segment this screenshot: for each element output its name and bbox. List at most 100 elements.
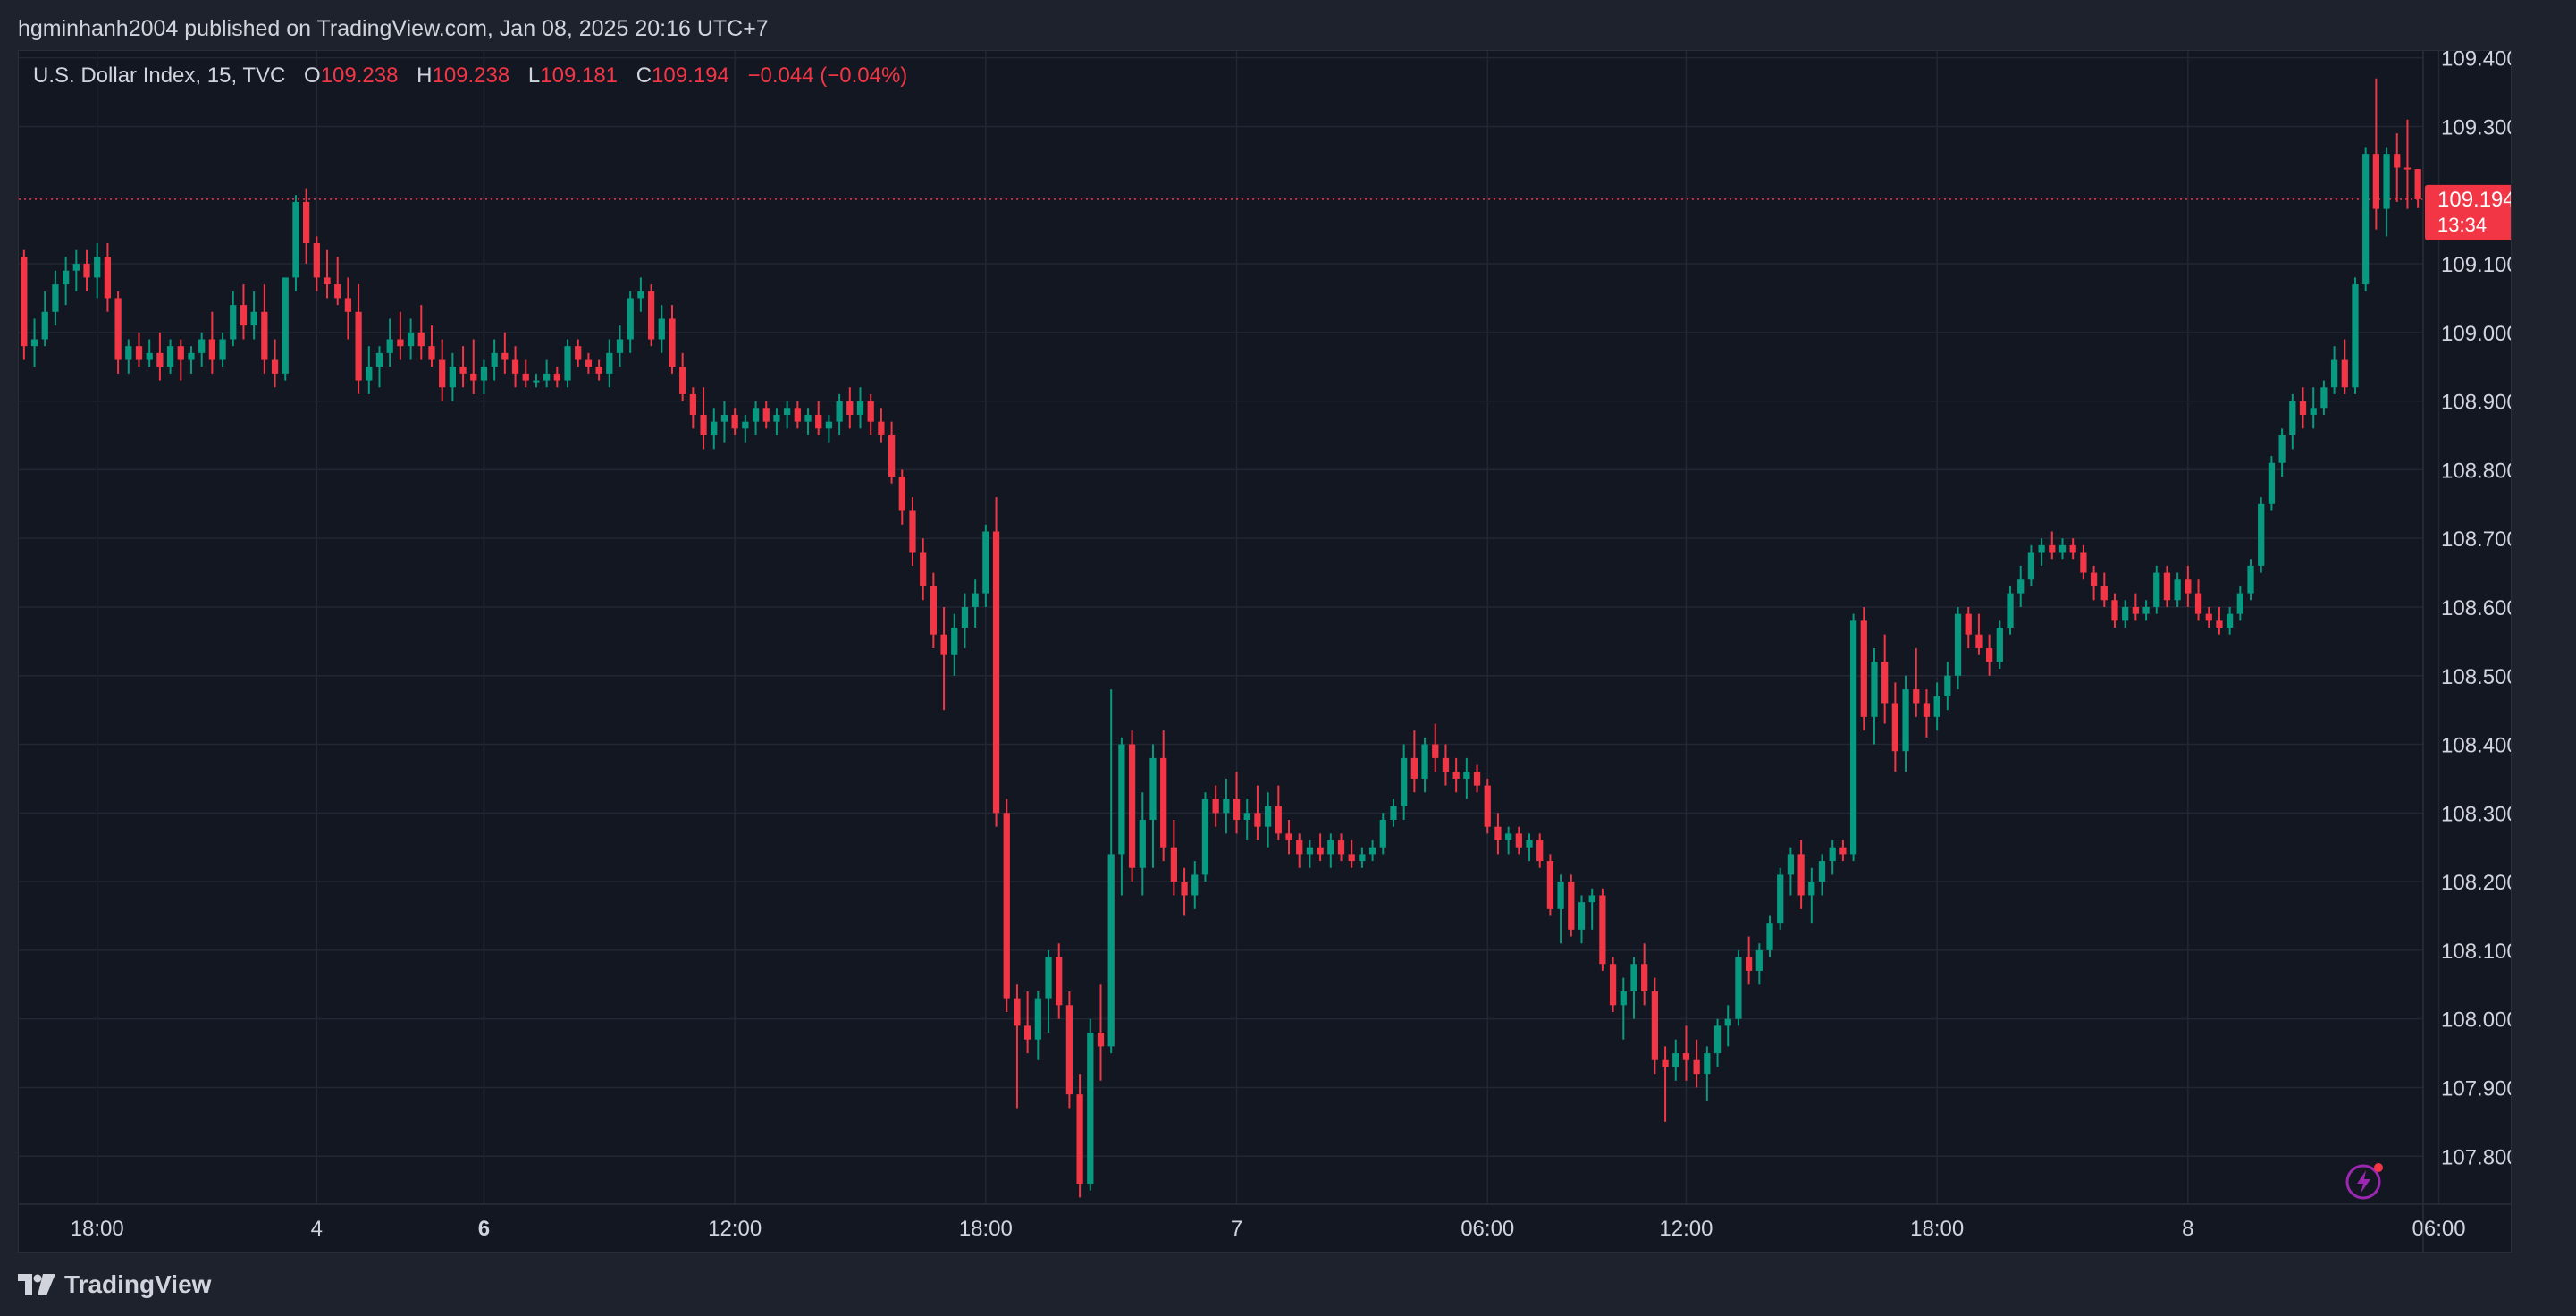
candle-body bbox=[1379, 820, 1386, 848]
candle-body bbox=[1526, 840, 1533, 848]
x-tick-label: 7 bbox=[1231, 1217, 1242, 1241]
candle-body bbox=[135, 346, 143, 360]
candle-body bbox=[1275, 806, 1282, 834]
lightning-icon[interactable] bbox=[2344, 1159, 2387, 1202]
candle-body bbox=[1787, 854, 1795, 875]
candle-body bbox=[2258, 503, 2265, 566]
candle-body bbox=[564, 346, 571, 381]
candle-body bbox=[1891, 703, 1898, 752]
x-tick-label: 6 bbox=[478, 1217, 490, 1241]
candle-body bbox=[1170, 847, 1177, 882]
chart-area[interactable]: 109.400 109.300 109.100 109.000 108.900 108.8… bbox=[18, 50, 2512, 1253]
candle-body bbox=[1107, 854, 1115, 1047]
candle-body bbox=[1442, 757, 1450, 772]
y-tick-label: 108.400 bbox=[2441, 734, 2511, 758]
candle-body bbox=[1933, 696, 1940, 717]
candle-body bbox=[773, 414, 780, 422]
candle-body bbox=[836, 401, 843, 422]
candle-body bbox=[1390, 806, 1397, 820]
candle-body bbox=[417, 332, 425, 347]
candle-body bbox=[449, 367, 456, 388]
y-tick-label: 108.500 bbox=[2441, 665, 2511, 689]
candlestick-chart[interactable]: 109.400 109.300 109.100 109.000 108.900 108.8… bbox=[19, 51, 2511, 1252]
candle-body bbox=[1452, 772, 1460, 779]
candle-body bbox=[1024, 1025, 1031, 1040]
candle-body bbox=[114, 298, 122, 360]
candle-body bbox=[2122, 606, 2129, 621]
candle-body bbox=[1902, 689, 1909, 752]
x-tick-label: 12:00 bbox=[708, 1217, 762, 1241]
candle-body bbox=[1630, 964, 1637, 991]
candle-body bbox=[920, 552, 927, 586]
candle-body bbox=[2007, 593, 2014, 628]
candle-body bbox=[533, 380, 540, 383]
candle-body bbox=[794, 408, 801, 422]
candle-body bbox=[1003, 813, 1010, 999]
candle-body bbox=[355, 311, 362, 381]
candle-body bbox=[1191, 874, 1199, 896]
candle-body bbox=[1056, 957, 1063, 1006]
candle-body bbox=[94, 257, 101, 278]
candle-body bbox=[1097, 1033, 1105, 1047]
y-tick-label: 108.700 bbox=[2441, 527, 2511, 552]
candle-body bbox=[762, 408, 770, 422]
candle-body bbox=[439, 359, 446, 388]
candle-body bbox=[2236, 593, 2243, 614]
candle-body bbox=[627, 298, 634, 340]
candle-body bbox=[2017, 579, 2025, 594]
candle-body bbox=[146, 352, 153, 360]
candle-body bbox=[2414, 169, 2421, 199]
candle-body bbox=[1849, 620, 1857, 855]
candle-body bbox=[1620, 991, 1627, 1006]
candle-body bbox=[1327, 840, 1334, 855]
candle-body bbox=[1735, 957, 1742, 1019]
candle-body bbox=[1181, 882, 1188, 896]
candle-body bbox=[1954, 613, 1962, 676]
candle-body bbox=[2278, 435, 2286, 463]
candle-body bbox=[250, 311, 257, 326]
open-value: 109.238 bbox=[320, 63, 399, 88]
candle-body bbox=[825, 421, 833, 429]
candle-body bbox=[2330, 359, 2338, 388]
candle-body bbox=[1536, 840, 1544, 862]
candle-body bbox=[669, 318, 676, 367]
candle-body bbox=[1065, 1005, 1073, 1095]
candle-body bbox=[1599, 895, 1606, 965]
candle-body bbox=[1682, 1053, 1690, 1060]
candle-body bbox=[104, 257, 112, 299]
brand-name: TradingView bbox=[64, 1270, 212, 1298]
candle-body bbox=[1975, 634, 1983, 649]
y-tick-label: 108.300 bbox=[2441, 802, 2511, 826]
candle-body bbox=[992, 531, 1000, 814]
candle-body bbox=[951, 628, 958, 655]
x-tick-label: 06:00 bbox=[1461, 1217, 1514, 1241]
candle-body bbox=[1641, 964, 1648, 991]
x-tick-label: 18:00 bbox=[959, 1217, 1013, 1241]
candle-body bbox=[2100, 586, 2108, 601]
candle-body bbox=[2080, 552, 2087, 573]
chart-background bbox=[19, 51, 2511, 1252]
ohlc-legend: U.S. Dollar Index, 15, TVC O109.238 H109… bbox=[33, 63, 907, 89]
candle-body bbox=[177, 346, 184, 360]
candle-body bbox=[1421, 744, 1428, 779]
candle-body bbox=[1265, 806, 1272, 827]
candle-body bbox=[1662, 1059, 1669, 1067]
candle-body bbox=[459, 367, 467, 374]
candle-body bbox=[616, 339, 624, 353]
candle-body bbox=[2247, 565, 2254, 594]
candle-body bbox=[1368, 847, 1376, 855]
x-tick-label: 06:00 bbox=[2412, 1217, 2466, 1241]
candle-body bbox=[1254, 813, 1261, 827]
publish-info: hgminhanh2004 published on TradingView.c… bbox=[18, 16, 769, 41]
candle-body bbox=[1359, 854, 1366, 862]
candle-body bbox=[2268, 462, 2276, 504]
candle-body bbox=[982, 531, 989, 594]
candle-body bbox=[1797, 854, 1805, 896]
candle-body bbox=[261, 311, 268, 360]
brand[interactable]: TradingView bbox=[18, 1270, 211, 1299]
candle-body bbox=[606, 352, 613, 374]
candle-body bbox=[1223, 798, 1230, 814]
candle-body bbox=[522, 373, 529, 381]
candle-body bbox=[878, 421, 885, 435]
candle-body bbox=[856, 401, 864, 415]
